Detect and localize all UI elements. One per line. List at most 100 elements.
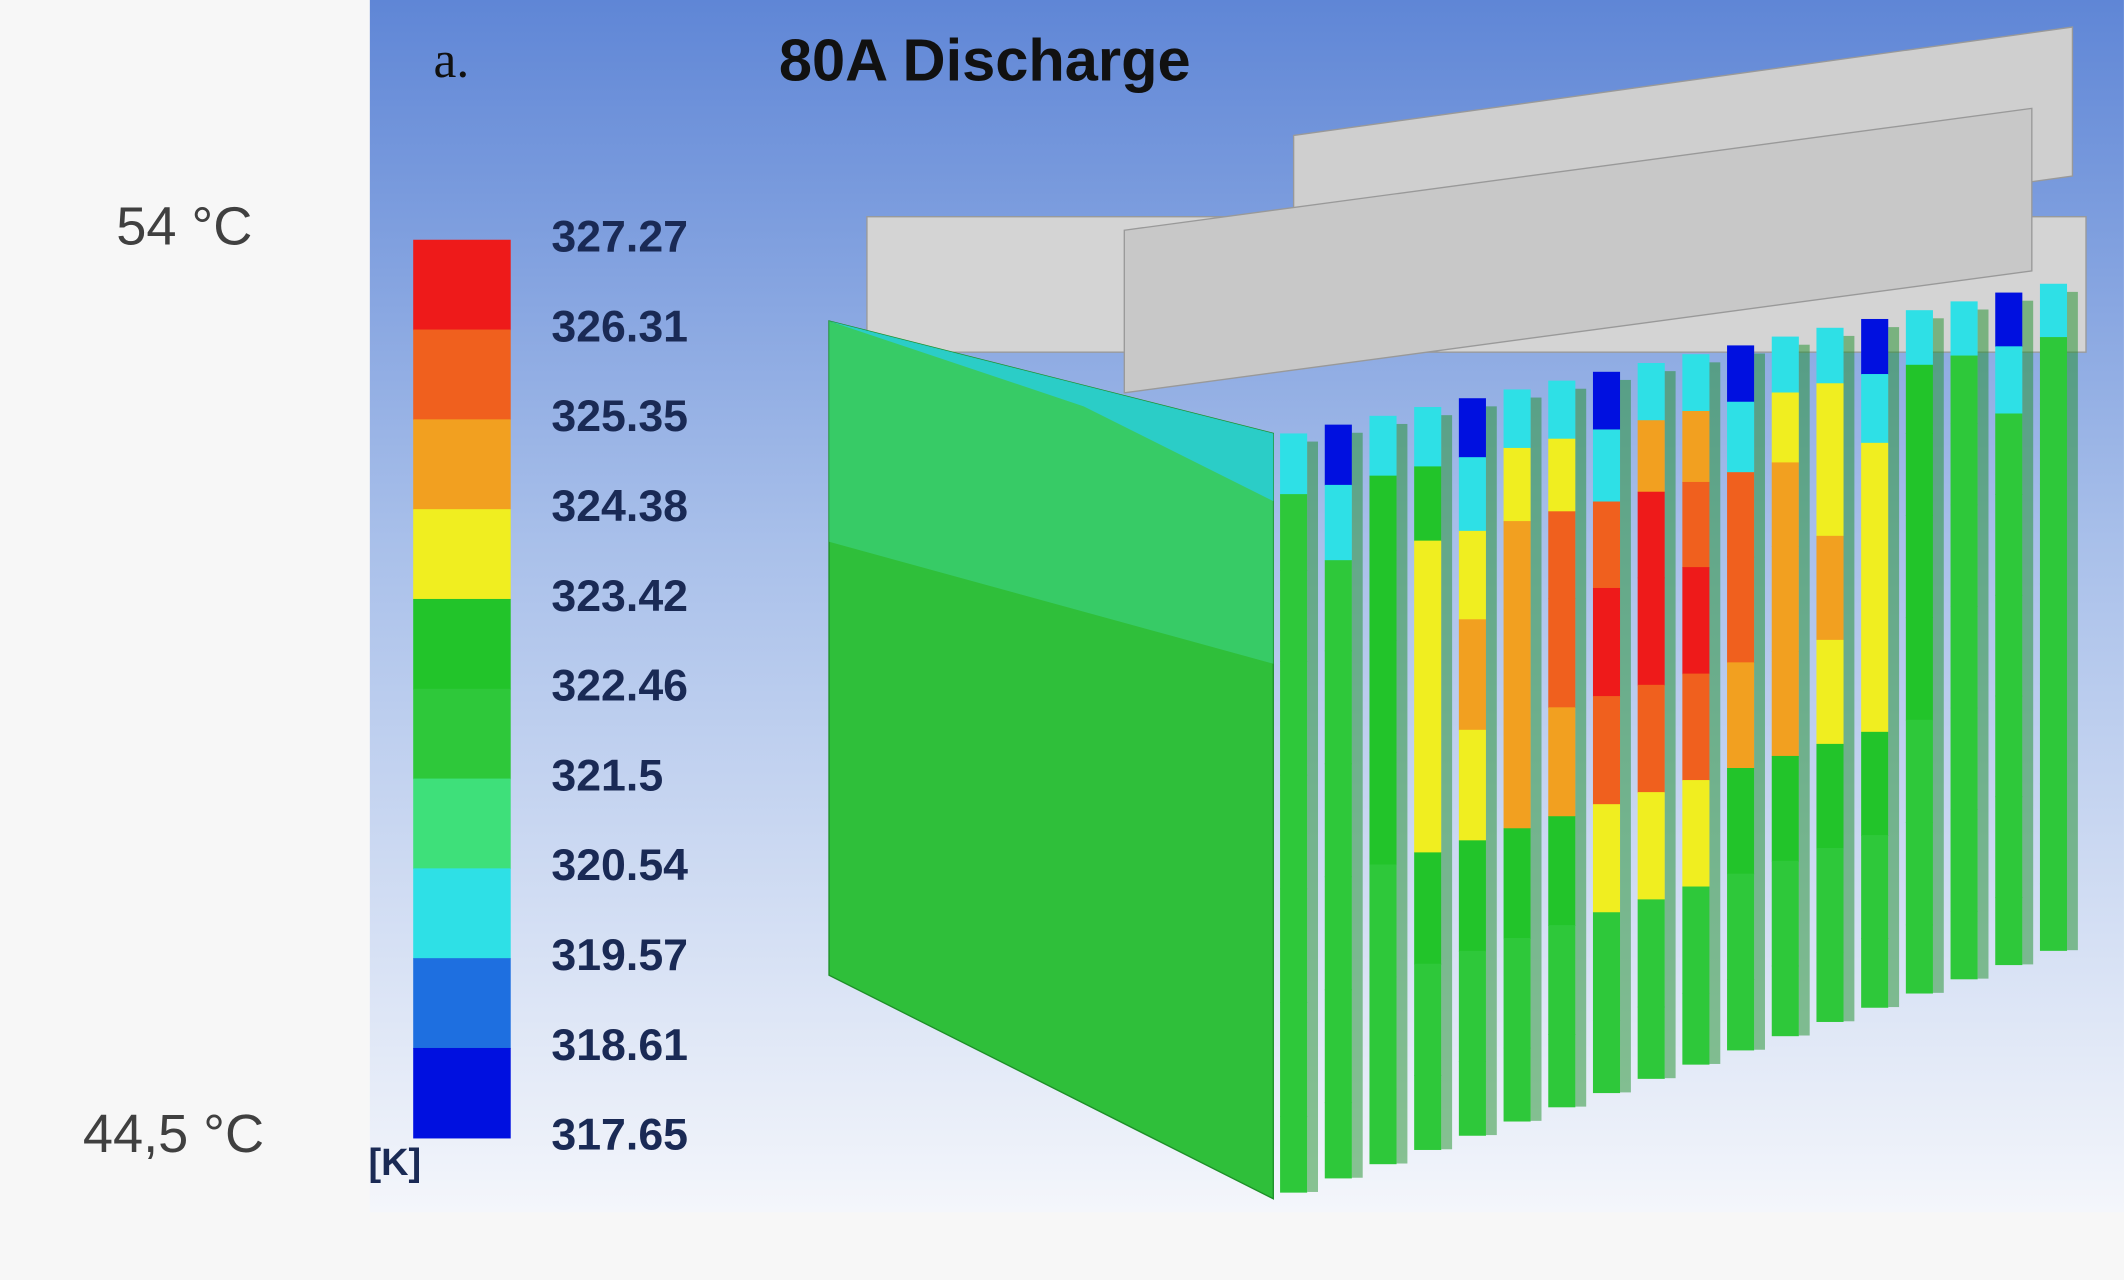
plate-segment [1950, 355, 1978, 424]
plate-segment [1414, 540, 1442, 631]
plate-segment [1280, 1116, 1308, 1193]
plate-segment [1369, 864, 1397, 978]
plate-segment [1280, 660, 1308, 776]
plate-edge [1620, 379, 1631, 1093]
plate-segment [2039, 683, 2068, 785]
plate-segment [1637, 363, 1665, 421]
plate-segment [1861, 318, 1889, 375]
plate-edge [1664, 371, 1676, 1079]
plate-segment [1771, 546, 1799, 652]
plate-segment [1950, 301, 1978, 357]
max-temperature: 54 °C [116, 197, 252, 257]
figure-title: 80A Discharge [779, 27, 1191, 94]
plate-segment [1861, 374, 1889, 444]
plate-segment [2039, 403, 2068, 485]
plate-edge [2067, 291, 2078, 951]
legend-level: 327.27 [551, 213, 688, 262]
plate-segment [2039, 883, 2068, 951]
plate-edge [1798, 344, 1810, 1036]
plate-segment [1280, 569, 1308, 662]
plate-segment [1727, 472, 1755, 558]
plate-segment [1369, 1088, 1397, 1165]
plate-segment [1369, 475, 1397, 552]
plate-segment [1905, 364, 1933, 434]
plate-segment [1637, 792, 1665, 901]
plate-segment [1369, 550, 1397, 641]
legend-unit: [K] [368, 1142, 421, 1184]
legend-level: 318.61 [551, 1021, 688, 1070]
plate-segment [1548, 707, 1576, 817]
plate-segment [1995, 796, 2023, 898]
legend-swatch [413, 598, 511, 690]
plate-segment [1905, 719, 1933, 823]
plate-segment [1458, 1061, 1486, 1136]
plate-segment [1458, 950, 1486, 1063]
plate-segment [1324, 1102, 1352, 1179]
plate-segment [1816, 639, 1844, 745]
plate-segment [1682, 992, 1710, 1065]
plate-segment [1771, 392, 1799, 464]
plate-segment [1816, 327, 1844, 384]
legend-level: 324.38 [551, 482, 688, 531]
panel-label: a. [434, 32, 470, 89]
plate-segment [1682, 481, 1710, 568]
plate-segment [1950, 809, 1978, 912]
plate-segment [1637, 1006, 1665, 1079]
plate-edge [1754, 353, 1765, 1050]
plate-segment [1905, 514, 1933, 619]
plate-segment [1861, 442, 1889, 527]
plate-segment [1548, 1034, 1576, 1108]
plate-segment [1548, 925, 1576, 1035]
plate-segment [1369, 752, 1397, 866]
legend-swatch [413, 1047, 511, 1139]
plate-segment [1637, 577, 1665, 686]
plate-segment [1950, 707, 1978, 810]
plate-segment [1682, 567, 1710, 675]
plate-segment [1861, 835, 1889, 939]
plate-segment [1548, 380, 1576, 440]
plate-segment [1861, 731, 1889, 836]
plate-segment [1503, 608, 1531, 720]
plate-segment [1414, 466, 1442, 542]
legend-swatch [413, 419, 511, 510]
plate-segment [1503, 1047, 1531, 1122]
legend-level: 326.31 [551, 302, 688, 351]
plate-segment [1414, 407, 1442, 468]
legend-swatch [413, 239, 511, 331]
plate-segment [1727, 979, 1755, 1051]
legend-swatch [413, 688, 511, 780]
plate-edge [1351, 432, 1363, 1178]
plate-segment [1548, 511, 1576, 600]
plate-segment [2039, 583, 2068, 685]
legend-swatch [413, 329, 511, 421]
legend-swatch [413, 958, 511, 1049]
plate-segment [1503, 389, 1531, 449]
plate-segment [1414, 629, 1442, 742]
plate-edge [1977, 309, 1989, 979]
plate-segment [1324, 424, 1352, 486]
legend-swatch [413, 778, 511, 870]
plate-segment [1995, 594, 2023, 697]
plate-segment [2039, 283, 2068, 338]
legend-level: 325.35 [551, 392, 688, 441]
plate-edge [1485, 406, 1497, 1136]
plate-segment [1369, 976, 1397, 1090]
plate-segment [1414, 852, 1442, 965]
plate-segment [1324, 763, 1352, 878]
plate-segment [1950, 423, 1978, 506]
plate-segment [1637, 899, 1665, 1008]
plate-segment [1280, 774, 1308, 890]
plate-segment [1727, 401, 1755, 473]
plate-segment [1682, 673, 1710, 781]
plate-segment [1324, 560, 1352, 652]
plate-segment [1503, 521, 1531, 610]
plate-segment [1861, 628, 1889, 733]
legend-level: 319.57 [551, 931, 688, 980]
plate-segment [1861, 525, 1889, 630]
plate-edge [1396, 423, 1408, 1164]
plate-segment [1771, 860, 1799, 967]
plate-segment [1950, 910, 1978, 980]
plate-segment [1414, 963, 1442, 1076]
plate-segment [1592, 501, 1621, 589]
